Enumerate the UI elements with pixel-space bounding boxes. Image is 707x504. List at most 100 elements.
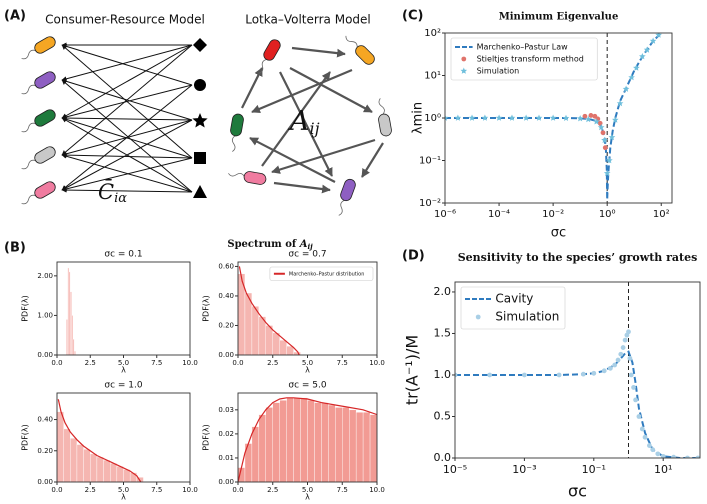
y-axis-label: PDF(λ): [21, 424, 30, 451]
y-tick-label: 10⁻¹: [419, 156, 441, 167]
x-tick-label: 10⁻³: [512, 463, 536, 476]
hist-bar: [136, 477, 144, 482]
hist-bar: [251, 426, 260, 482]
y-tick-label: 0.20: [218, 321, 234, 329]
y-tick-label: 10²: [424, 28, 441, 39]
star-marker: [495, 114, 503, 121]
star-marker: [481, 114, 489, 121]
y-tick-label: 0.5: [434, 409, 452, 422]
x-tick-label: 7.5: [151, 359, 162, 367]
dot-marker: [601, 368, 607, 374]
plot-area: [57, 399, 144, 482]
legend-box: [460, 286, 566, 330]
star-marker: [549, 114, 557, 121]
axes-frame: [56, 261, 191, 356]
x-tick-label: 0.0: [232, 486, 243, 494]
bacterium: [338, 178, 356, 216]
y-tick-label: 1.5: [434, 326, 452, 339]
hist-bar: [300, 397, 308, 482]
dot-marker: [622, 337, 628, 343]
resource-star: [192, 113, 208, 128]
flagellum: [258, 59, 267, 74]
hist-bar: [362, 412, 371, 482]
dot-marker: [607, 365, 613, 371]
title-text: Spectrum of: [227, 239, 299, 250]
legend-marker: [461, 56, 467, 62]
dot-marker: [660, 453, 666, 458]
flagellum: [21, 84, 36, 95]
hist-bar: [103, 459, 111, 482]
star-marker: [603, 169, 611, 177]
dot-marker: [685, 455, 690, 458]
edge: [61, 78, 193, 121]
flagellum: [228, 172, 245, 177]
star-marker: [445, 114, 449, 121]
dot-marker: [600, 130, 606, 136]
x-axis-label: λ: [121, 366, 126, 375]
dot-marker: [521, 372, 527, 378]
cell: [340, 178, 356, 202]
dot-marker: [620, 345, 626, 350]
star-marker: [606, 157, 613, 164]
hist-bar: [279, 400, 287, 482]
interaction: [289, 67, 373, 113]
star-marker: [612, 116, 619, 123]
hist-bar: [258, 316, 267, 355]
bacterium: [21, 181, 56, 205]
dot-marker: [582, 113, 588, 119]
dot-marker: [655, 451, 661, 457]
y-tick-label: 0.00: [218, 351, 234, 359]
bacterium: [345, 35, 375, 65]
x-tick-label: 10²: [653, 209, 670, 220]
resource-diamond: [193, 38, 207, 52]
matrix-label: C̄iα: [98, 179, 127, 206]
bacterium: [21, 36, 56, 60]
hist-bar: [265, 325, 273, 355]
cell: [378, 113, 392, 137]
legend-marker: [475, 314, 481, 320]
hist-bar: [83, 449, 91, 482]
cell: [263, 39, 281, 61]
y-tick-label: 0.01: [218, 454, 234, 462]
density-curve: [238, 266, 300, 355]
flagellum: [378, 98, 385, 115]
interaction: [249, 137, 336, 183]
interaction: [271, 138, 376, 174]
y-tick-label: 0.00: [37, 351, 53, 359]
star-marker: [576, 115, 584, 122]
x-tick-label: 5.0: [302, 486, 313, 494]
chart-title: σc = 0.1: [104, 250, 142, 260]
x-tick-label: 5.0: [302, 359, 313, 367]
plot-area: [238, 397, 377, 482]
star-marker: [616, 99, 624, 107]
series-line: [455, 350, 700, 458]
x-tick-label: 0.0: [51, 486, 62, 494]
y-tick-label: 1.0: [434, 368, 452, 381]
title-symbol: A: [299, 239, 308, 250]
hist-bar: [293, 397, 301, 482]
star-marker: [508, 114, 516, 121]
y-tick-label: 0.00: [37, 478, 53, 486]
x-tick-label: 5.0: [118, 359, 129, 367]
hist-bar: [70, 438, 78, 482]
x-tick-label: 2.5: [85, 359, 96, 367]
dot-marker: [618, 351, 624, 357]
hist-bar: [109, 463, 118, 482]
dot-marker: [556, 372, 562, 378]
x-tick-label: 2.5: [85, 486, 96, 494]
y-tick-label: 0.0: [434, 451, 452, 464]
legend-box: [450, 37, 598, 81]
bacterium: [230, 113, 244, 152]
x-tick-label: 10¹: [654, 463, 672, 476]
edge: [61, 187, 193, 193]
hist-bar: [90, 453, 98, 482]
y-axis-label: PDF(λ): [202, 295, 211, 322]
hist-bar: [355, 412, 364, 482]
hist-bar: [265, 407, 273, 482]
star-marker: [608, 133, 616, 141]
star-marker: [562, 114, 570, 121]
hist-bar: [272, 402, 280, 482]
model-title: Lotka–Volterra Model: [245, 13, 371, 27]
plot-area: [445, 33, 662, 203]
